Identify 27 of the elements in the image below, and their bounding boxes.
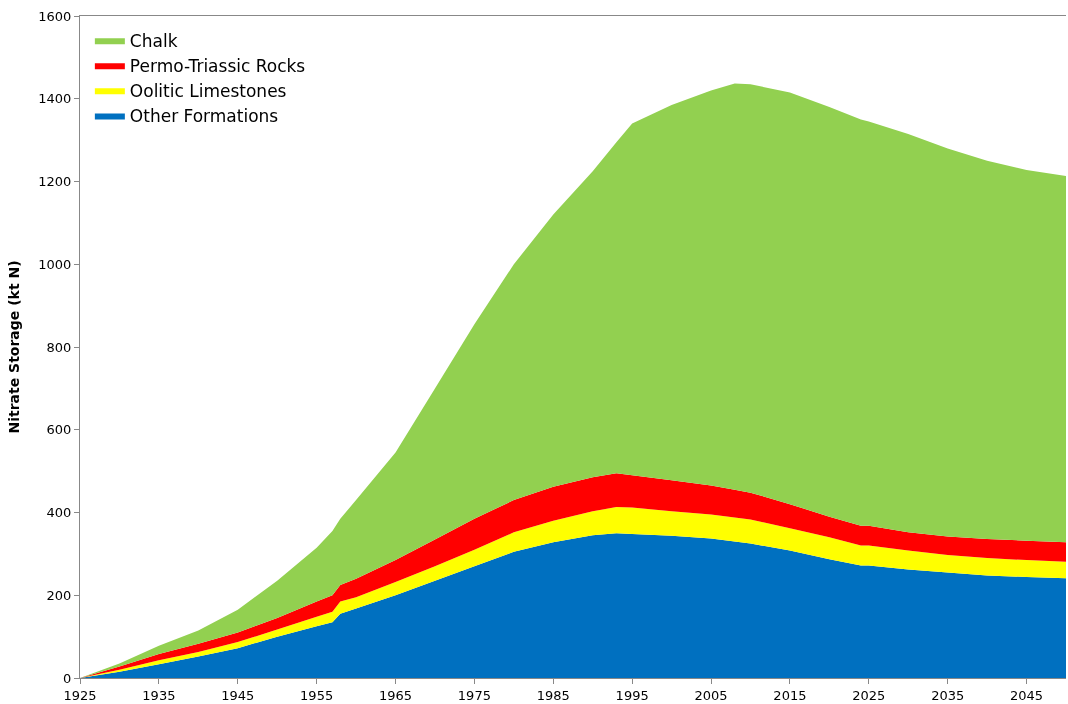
y-axis-title: Nitrate Storage (kt N) [5, 260, 22, 434]
y-tick-label: 800 [46, 339, 72, 355]
x-tick-label: 1945 [221, 687, 255, 703]
x-tick-label: 2015 [773, 687, 807, 703]
x-tick-label: 1935 [142, 687, 176, 703]
x-tick-label: 2005 [694, 687, 728, 703]
x-tick-label: 1965 [378, 687, 413, 703]
legend-label: Other Formations [129, 106, 279, 127]
legend-label: Permo-Triassic Rocks [129, 55, 306, 76]
legend-label: Oolitic Limestones [129, 81, 287, 101]
x-tick-label: 2025 [852, 687, 886, 703]
y-tick-label: 400 [46, 505, 72, 521]
y-tick-label: 1400 [38, 91, 72, 107]
x-tick-label: 2035 [931, 687, 965, 703]
x-tick-label: 1975 [457, 687, 491, 703]
x-tick-label: 1955 [300, 687, 334, 703]
x-tick-label: 1925 [63, 687, 97, 703]
x-tick-label: 2045 [1010, 687, 1044, 703]
x-tick-label: 1995 [615, 687, 649, 703]
y-tick-label: 1000 [38, 256, 72, 272]
y-tick-label: 600 [46, 422, 72, 438]
y-tick-label: 200 [46, 587, 72, 603]
y-tick-label: 1200 [38, 174, 72, 190]
x-tick-label: 1985 [536, 687, 570, 703]
legend-label: Chalk [129, 30, 178, 51]
y-tick-label: 1600 [38, 8, 72, 24]
y-tick-label: 0 [63, 670, 72, 686]
